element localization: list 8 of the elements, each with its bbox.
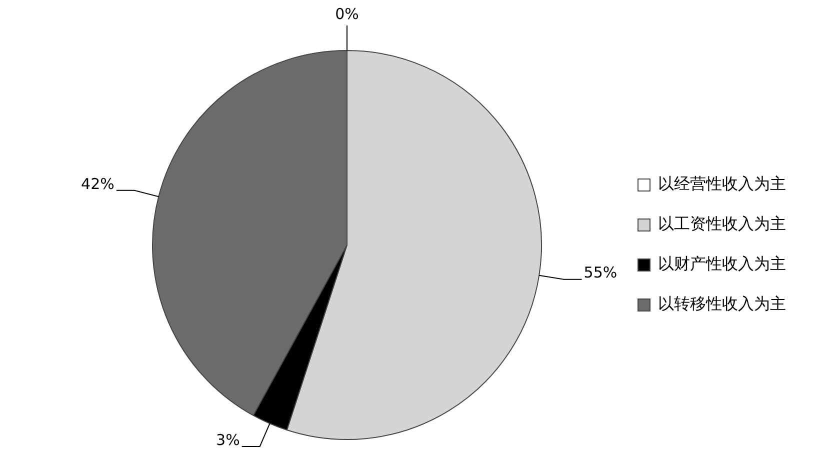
text: 0%	[335, 4, 359, 23]
legend-label: 以财产性收入为主	[658, 254, 786, 274]
legend-label: 以工资性收入为主	[658, 214, 786, 234]
data-label: 55%	[584, 264, 618, 282]
legend-label: 以转移性收入为主	[658, 294, 786, 314]
legend-label: 以经营性收入为主	[658, 174, 786, 194]
data-label: 3%	[216, 430, 240, 449]
data-label: 42%	[81, 174, 114, 193]
